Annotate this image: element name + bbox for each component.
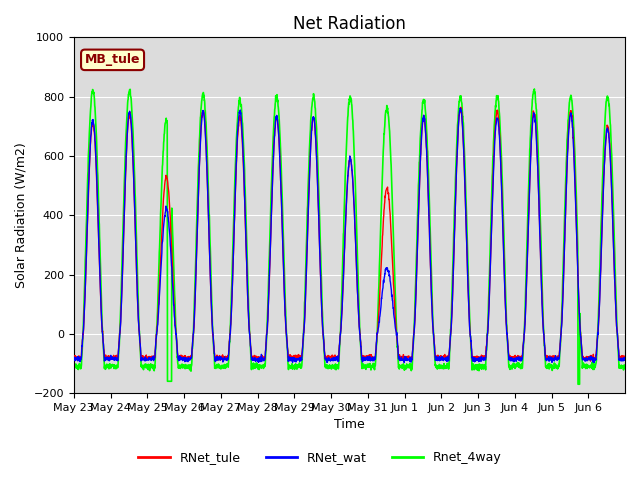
Legend: RNet_tule, RNet_wat, Rnet_4way: RNet_tule, RNet_wat, Rnet_4way — [133, 446, 507, 469]
Text: MB_tule: MB_tule — [85, 53, 140, 66]
X-axis label: Time: Time — [334, 419, 365, 432]
Title: Net Radiation: Net Radiation — [293, 15, 406, 33]
Y-axis label: Solar Radiation (W/m2): Solar Radiation (W/m2) — [15, 143, 28, 288]
